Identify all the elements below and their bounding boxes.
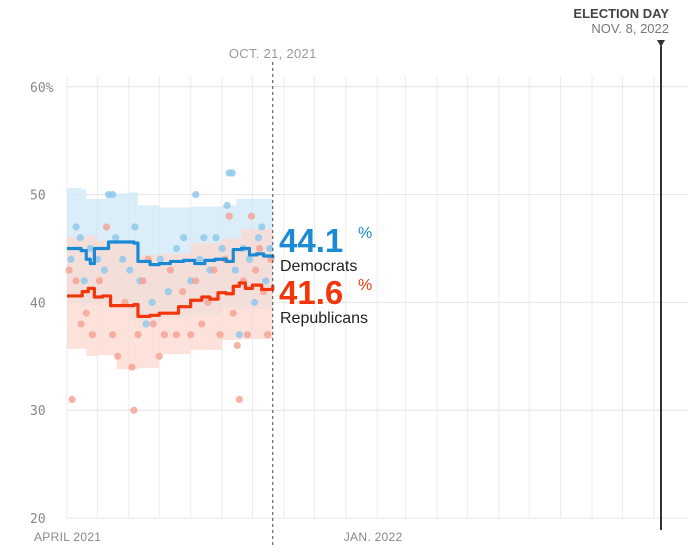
average-lines: [67, 240, 275, 319]
election-day-arrow-icon: [657, 40, 665, 47]
democrats-poll-dot: [250, 298, 259, 306]
democrats-poll-dot: [126, 266, 134, 274]
democrats-poll-dot: [156, 255, 164, 263]
democrats-poll-dot: [223, 201, 231, 209]
election-day-date: NOV. 8, 2022: [591, 21, 669, 36]
x-axis: APRIL 2021 JAN. 2022: [34, 530, 403, 544]
y-tick-label: 40: [30, 296, 46, 311]
republicans-average-line: [67, 281, 275, 319]
democrats-percent-sign: %: [358, 225, 372, 242]
republicans-poll-dot: [149, 320, 157, 328]
election-day-title: ELECTION DAY: [573, 6, 669, 21]
republicans-poll-dot: [251, 266, 260, 274]
republicans-poll-dot: [82, 309, 90, 317]
republicans-poll-dot: [264, 331, 272, 339]
republicans-poll-dot: [210, 266, 218, 274]
democrats-poll-dot: [148, 298, 156, 306]
republicans-poll-dot: [233, 341, 241, 350]
republicans-poll-dot: [166, 266, 174, 274]
republicans-label: Republicans: [280, 310, 368, 327]
republicans-poll-dot: [114, 352, 122, 360]
democrats-poll-dot: [109, 190, 117, 199]
republicans-poll-dot: [247, 212, 256, 220]
republicans-poll-dot: [225, 212, 233, 220]
republicans-poll-dot: [229, 309, 237, 317]
democrats-poll-dot: [86, 244, 94, 253]
democrats-poll-dot: [172, 244, 181, 253]
republicans-poll-dot: [243, 331, 252, 339]
republicans-poll-dot: [65, 266, 73, 274]
democrats-poll-dot: [245, 255, 254, 263]
democrats-poll-dot: [228, 169, 236, 177]
republicans-poll-dot: [255, 244, 264, 253]
democrats-poll-dot: [80, 277, 88, 285]
y-axis: 60% 50 40 30 20: [30, 81, 54, 527]
republicans-latest-value: 41.6: [279, 274, 343, 311]
republicans-poll-dot: [172, 331, 181, 339]
democrats-poll-dot: [72, 223, 80, 231]
current-date-label: OCT. 21, 2021: [229, 46, 317, 61]
democrats-poll-dot: [262, 277, 270, 285]
republicans-poll-dot: [134, 331, 142, 339]
republicans-poll-dot: [155, 352, 163, 360]
gridlines: [66, 76, 688, 519]
democrats-poll-dot: [196, 255, 204, 263]
republicans-poll-dot: [77, 320, 85, 328]
democrats-poll-dot: [212, 234, 220, 242]
y-tick-label: 60%: [30, 81, 54, 96]
democrats-poll-dot: [266, 244, 274, 253]
democrats-poll-dot: [142, 320, 150, 328]
republicans-poll-dot: [72, 277, 80, 285]
republicans-poll-dot: [102, 223, 111, 231]
republicans-poll-dot: [216, 331, 224, 339]
republicans-poll-dot: [139, 277, 147, 285]
republicans-poll-dot: [128, 363, 136, 371]
democrats-poll-dot: [164, 288, 172, 296]
republicans-poll-dot: [68, 395, 76, 404]
democrats-poll-dot: [131, 223, 139, 231]
republicans-poll-dot: [160, 331, 168, 339]
democrats-poll-dot: [187, 277, 195, 285]
republicans-poll-dot: [95, 277, 104, 285]
democrats-latest-value: 44.1: [279, 222, 343, 259]
x-tick-label: APRIL 2021: [34, 530, 101, 544]
republicans-latest: 41.6 % Republicans: [279, 274, 372, 327]
democrats-latest: 44.1 % Democrats: [279, 222, 372, 275]
republicans-poll-dot: [130, 406, 138, 414]
y-tick-label: 50: [30, 189, 46, 204]
democrats-poll-dot: [218, 244, 226, 253]
democrats-average-line: [67, 240, 275, 267]
republicans-poll-dot: [192, 277, 200, 285]
democrats-label: Democrats: [280, 258, 357, 275]
democrats-poll-dot: [179, 234, 188, 242]
republicans-poll-dot: [109, 331, 117, 339]
democrats-poll-dot: [192, 190, 200, 199]
democrats-poll-dot: [67, 255, 75, 263]
republicans-poll-dot: [198, 320, 206, 328]
y-tick-label: 20: [30, 512, 46, 527]
democrats-poll-dot: [112, 234, 120, 242]
democrats-poll-dot: [231, 266, 239, 274]
republicans-percent-sign: %: [358, 277, 372, 294]
democrats-poll-dot: [76, 234, 84, 242]
democrats-poll-dot: [100, 266, 109, 274]
republicans-poll-dot: [235, 395, 243, 404]
democrats-poll-dot: [200, 234, 208, 242]
republicans-poll-dot: [178, 288, 187, 296]
democrats-poll-dot: [258, 223, 266, 231]
republicans-poll-dot: [187, 331, 195, 339]
democrats-poll-dot: [254, 234, 263, 242]
democrats-poll-dot: [119, 255, 127, 263]
x-tick-label: JAN. 2022: [344, 530, 403, 544]
democrats-poll-dot: [235, 331, 243, 339]
republicans-poll-dot: [88, 331, 96, 339]
y-tick-label: 30: [30, 404, 46, 419]
